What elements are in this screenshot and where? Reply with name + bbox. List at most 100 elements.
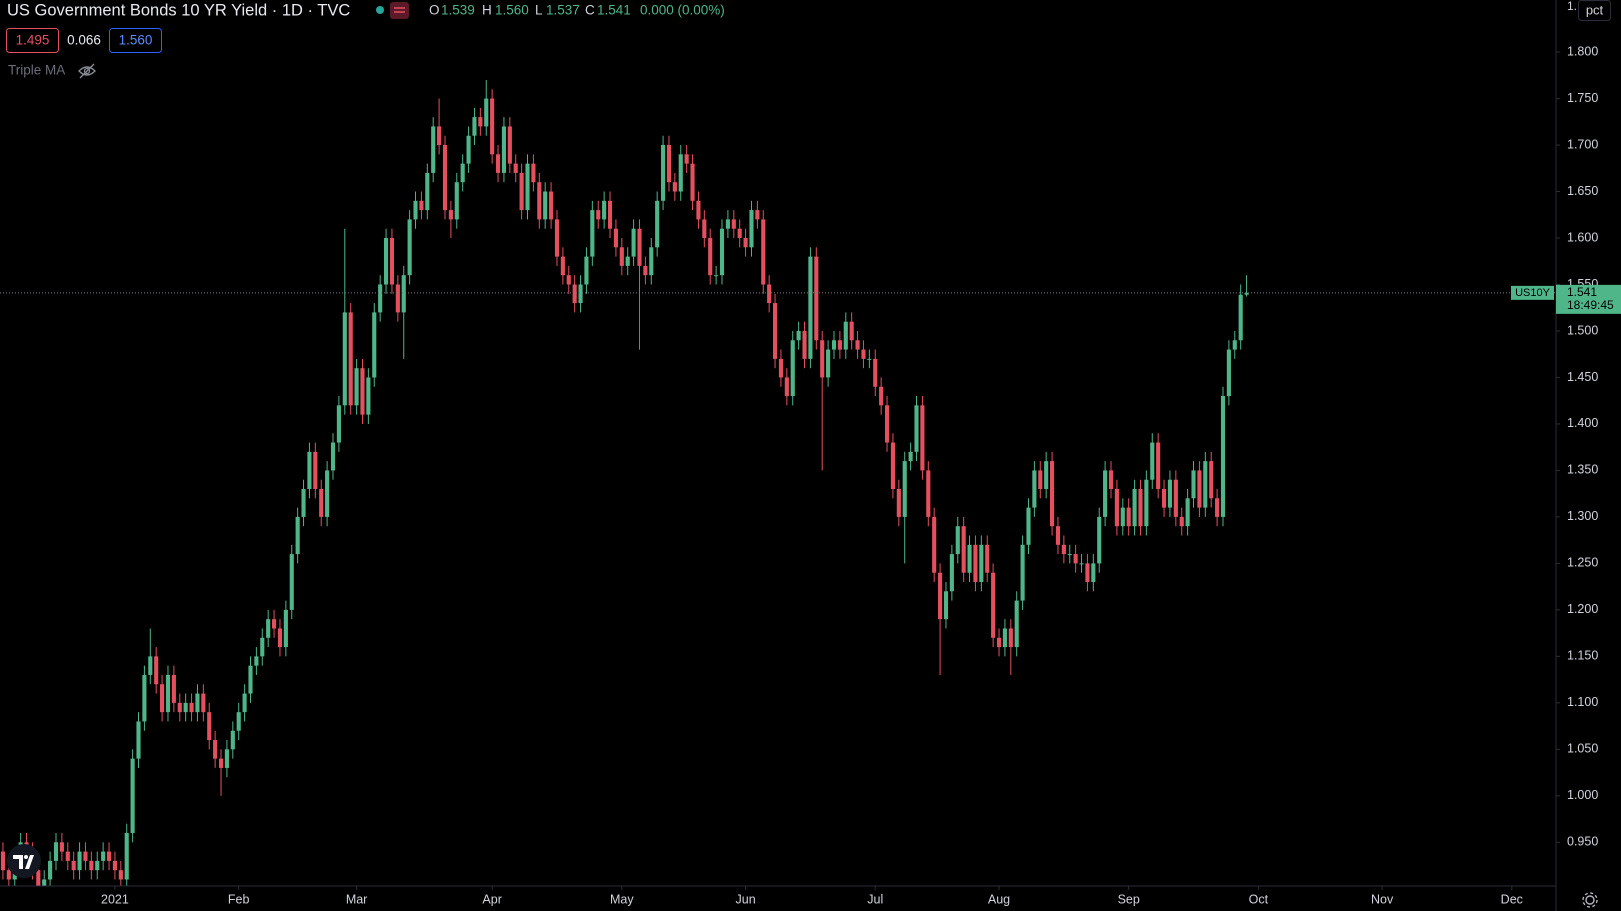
y-tick-label: 1.650: [1567, 184, 1598, 198]
candle-body: [230, 730, 235, 750]
candle-body: [307, 451, 312, 490]
candle-body: [772, 303, 778, 359]
ohlc-value: 1.539: [441, 3, 475, 18]
x-tick-label: 2021: [101, 892, 129, 906]
candle-body: [973, 544, 978, 582]
candle-body: [1226, 349, 1231, 397]
y-tick-label: 1.250: [1567, 556, 1598, 570]
x-tick-label: Feb: [228, 892, 250, 906]
candle-body: [1091, 563, 1096, 582]
candle-body: [566, 275, 571, 285]
y-tick-label: 1.750: [1567, 91, 1598, 105]
candle-body: [696, 200, 701, 220]
candle-body: [831, 340, 837, 350]
candle-body: [401, 275, 406, 313]
candle-body: [808, 256, 813, 359]
candle-body: [690, 163, 695, 201]
candle-body: [201, 693, 206, 713]
candle-body: [207, 712, 212, 741]
candle-body: [790, 340, 795, 397]
ohlc-value: 1.560: [495, 3, 529, 18]
candle-body: [955, 526, 960, 555]
ask-box[interactable]: [109, 28, 162, 53]
candle-body: [572, 284, 577, 304]
candle-body: [360, 368, 365, 415]
data-problem-icon[interactable]: [390, 2, 409, 19]
candle-body: [0, 851, 6, 871]
candle-body: [301, 489, 306, 517]
candle-body: [378, 284, 383, 313]
settings-icon[interactable]: [1582, 892, 1598, 908]
candle-body: [873, 358, 878, 387]
candle-body: [65, 851, 70, 861]
y-tick-label: 1.000: [1567, 788, 1598, 802]
market-status-dot[interactable]: [376, 6, 384, 14]
candle-body: [938, 572, 943, 620]
candle-body: [631, 228, 636, 257]
candle-body: [926, 470, 931, 517]
candle-body: [884, 405, 890, 443]
candle-body: [708, 238, 713, 276]
logo[interactable]: [7, 844, 41, 878]
candle-body: [478, 117, 483, 127]
candle-body: [260, 637, 265, 657]
candle-body: [266, 619, 271, 638]
candle-body: [6, 870, 11, 880]
symbol-tag[interactable]: [1511, 285, 1554, 300]
candle-body: [106, 851, 112, 861]
candle-body: [1156, 442, 1161, 490]
candle-body: [42, 879, 47, 886]
candle-body: [1132, 489, 1137, 527]
candle-body: [826, 349, 831, 378]
candle-body: [908, 451, 913, 462]
candle-body: [283, 609, 288, 648]
x-tick-label: Jun: [736, 892, 756, 906]
candle-body: [867, 358, 872, 360]
candle-body: [242, 693, 247, 713]
candle-body: [1026, 507, 1031, 545]
candle-body: [1032, 470, 1037, 508]
axis-corner-label: 1.: [1567, 0, 1577, 13]
candle-body: [749, 210, 754, 248]
y-tick-label: 0.950: [1567, 835, 1598, 849]
candle-body: [1244, 292, 1249, 295]
candle-body: [336, 405, 341, 443]
logo-dot: [24, 855, 28, 859]
candle-body: [1044, 461, 1049, 490]
candle-body: [1067, 554, 1072, 556]
candle-body: [183, 702, 188, 713]
candle-body: [354, 368, 359, 406]
candle-body: [649, 247, 654, 276]
y-tick-label: 1.600: [1567, 230, 1598, 244]
candle-body: [1103, 470, 1108, 517]
candle-body: [914, 405, 919, 452]
candle-body: [719, 228, 725, 276]
candle-body: [36, 870, 41, 886]
y-tick-label: 1.500: [1567, 323, 1598, 337]
indicator-name[interactable]: Triple MA: [8, 63, 65, 78]
x-tick-label: Apr: [482, 892, 501, 906]
candle-body: [1014, 600, 1019, 648]
x-tick-label: Sep: [1118, 892, 1140, 906]
y-tick-label: 1.300: [1567, 509, 1598, 523]
candle-body: [1050, 461, 1055, 527]
candle-body: [537, 182, 542, 220]
candle-body: [802, 330, 807, 359]
candle-body: [1203, 461, 1208, 508]
candle-body: [1209, 461, 1214, 499]
bid-box[interactable]: [6, 28, 59, 53]
hidden-eye-icon[interactable]: [78, 63, 96, 79]
candle-body: [837, 340, 842, 350]
candle-body: [148, 656, 153, 675]
axis-unit: pct: [1586, 2, 1604, 17]
candle-body: [171, 674, 176, 703]
candle-body: [1002, 628, 1007, 648]
candle-body: [666, 145, 672, 183]
candle-body: [213, 740, 218, 759]
candle-body: [272, 619, 277, 629]
candle-body: [289, 554, 294, 610]
candle-body: [407, 219, 412, 276]
candle-body: [1038, 470, 1043, 490]
unit-box[interactable]: [1578, 0, 1611, 21]
